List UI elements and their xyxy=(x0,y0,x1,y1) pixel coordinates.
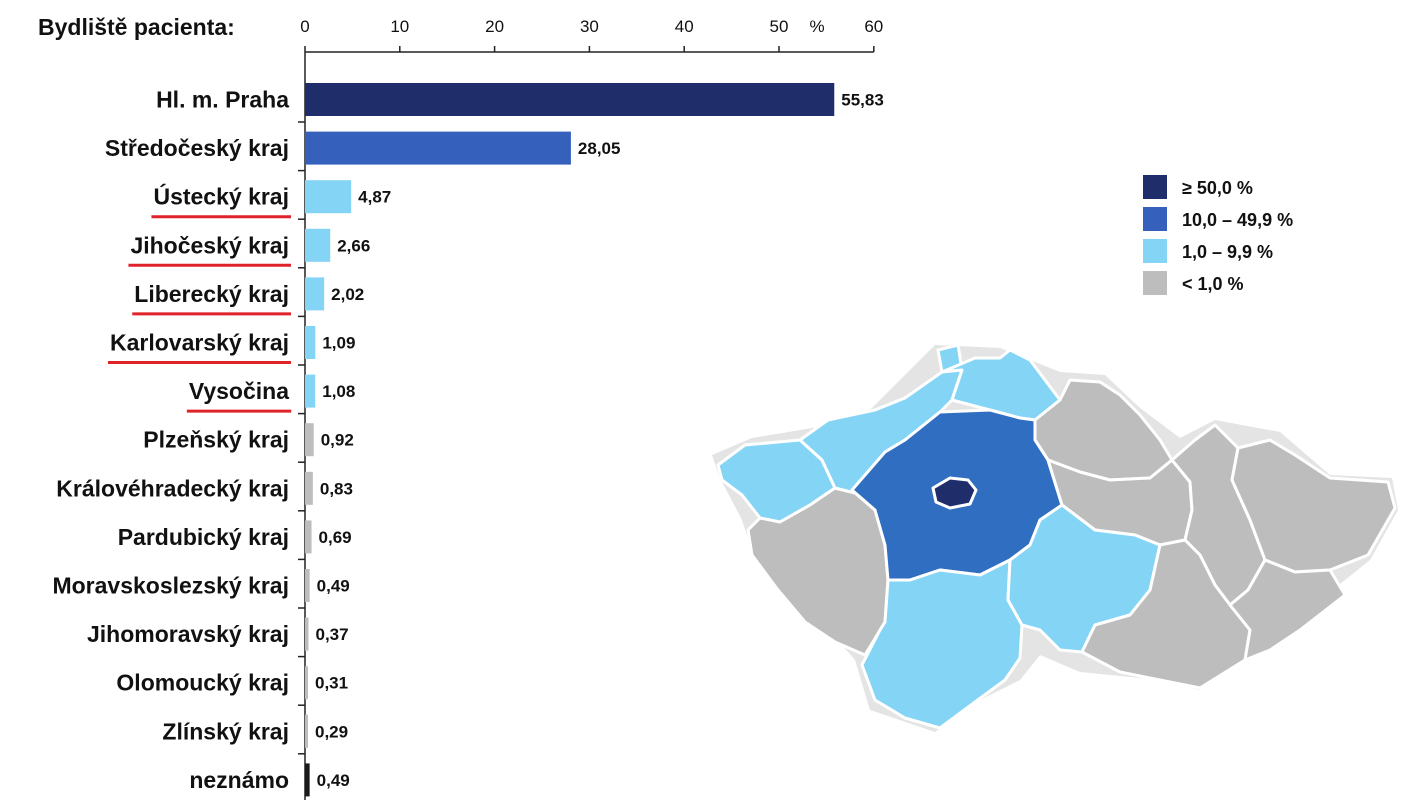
bar-value-label: 0,83 xyxy=(320,479,353,498)
category-label: Jihočeský kraj xyxy=(130,232,289,258)
bar-value-label: 0,49 xyxy=(317,771,350,790)
category-label: Zlínský kraj xyxy=(162,718,289,744)
bar xyxy=(305,666,308,700)
bar xyxy=(305,83,835,116)
bar-value-label: 2,66 xyxy=(337,236,370,255)
category-label: Jihomoravský kraj xyxy=(87,621,289,647)
legend-swatch xyxy=(1143,175,1167,199)
value-labels: 55,83 28,05 4,87 2,66 2,02 1,09 1,08 0,92 0,83 0,… xyxy=(315,91,884,790)
category-label: Středočeský kraj xyxy=(105,135,289,161)
legend-label: ≥ 50,0 % xyxy=(1182,178,1253,198)
bar-value-label: 0,49 xyxy=(317,577,350,596)
x-tick-label: 60 xyxy=(864,17,883,36)
x-tick-label: 20 xyxy=(485,17,504,36)
category-label: Hl. m. Praha xyxy=(156,87,289,113)
region-map xyxy=(712,343,1398,732)
x-tick-label: 50 xyxy=(770,17,789,36)
category-label: Karlovarský kraj xyxy=(110,330,289,356)
category-labels: Hl. m. Praha Středočeský kraj Ústecký kraj… xyxy=(52,87,292,793)
bar-value-label: 0,92 xyxy=(321,431,354,450)
map-region-moravskoslezsky xyxy=(1230,438,1397,574)
bar-value-label: 28,05 xyxy=(578,139,621,158)
category-label: Pardubický kraj xyxy=(118,524,289,550)
chart-title: Bydliště pacienta: xyxy=(38,14,235,40)
x-tick-label: 40 xyxy=(675,17,694,36)
bar xyxy=(305,180,352,214)
category-label: Plzeňský kraj xyxy=(143,427,289,453)
bar-value-label: 0,69 xyxy=(319,528,352,547)
map-region-jihomoravsky xyxy=(1080,538,1252,690)
map-region-jihocesky xyxy=(860,558,1024,730)
legend-label: 1,0 – 9,9 % xyxy=(1182,242,1273,262)
bar-value-label: 2,02 xyxy=(331,285,364,304)
bar xyxy=(305,423,314,457)
category-label: Vysočina xyxy=(189,378,289,404)
bar xyxy=(305,569,310,602)
bar xyxy=(305,471,313,505)
bar xyxy=(305,520,312,554)
category-label: Liberecký kraj xyxy=(134,281,289,307)
x-tick-label: 10 xyxy=(390,17,409,36)
bar-value-label: 0,31 xyxy=(315,674,348,693)
legend-swatch xyxy=(1143,271,1167,295)
bar xyxy=(305,228,331,262)
x-axis-unit-label: % xyxy=(809,17,824,36)
bar-value-label: 0,29 xyxy=(315,722,348,741)
legend: ≥ 50,0 % 10,0 – 49,9 % 1,0 – 9,9 % < 1,0 % xyxy=(1143,175,1293,295)
bar-series xyxy=(305,83,835,797)
bar xyxy=(305,374,316,408)
category-label: Moravskoslezský kraj xyxy=(52,573,289,599)
bar-value-label: 1,09 xyxy=(322,334,355,353)
bar-value-label: 55,83 xyxy=(841,91,884,110)
bar xyxy=(305,617,309,651)
category-label: Ústecký kraj xyxy=(153,183,289,210)
legend-label: 10,0 – 49,9 % xyxy=(1182,210,1293,230)
bar xyxy=(305,277,325,311)
legend-label: < 1,0 % xyxy=(1182,274,1244,294)
category-label: Královéhradecký kraj xyxy=(56,475,289,501)
bar-value-label: 4,87 xyxy=(358,188,391,207)
bar xyxy=(305,131,571,165)
bar-value-label: 0,37 xyxy=(316,625,349,644)
bar xyxy=(305,326,316,359)
bar xyxy=(305,714,308,748)
bar xyxy=(305,763,310,797)
category-label: neznámo xyxy=(189,767,289,793)
category-label: Olomoucký kraj xyxy=(116,670,289,696)
x-tick-label: 0 xyxy=(300,17,309,36)
legend-swatch xyxy=(1143,239,1167,263)
map-region-praha xyxy=(931,476,978,510)
x-tick-label: 30 xyxy=(580,17,599,36)
bar-value-label: 1,08 xyxy=(322,382,355,401)
legend-swatch xyxy=(1143,207,1167,231)
map-region-zlinsky xyxy=(1228,558,1347,662)
